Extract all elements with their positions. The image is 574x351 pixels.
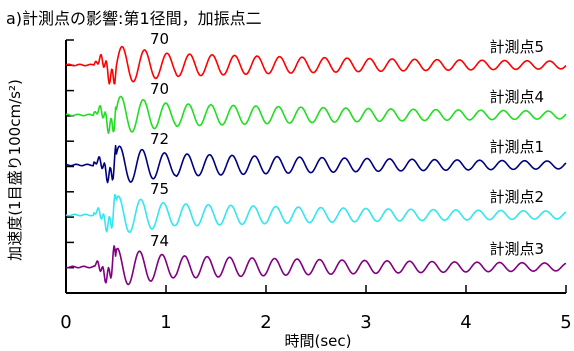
x-tick-label: 0 bbox=[60, 312, 71, 333]
x-tick-label: 3 bbox=[360, 312, 371, 333]
series-line bbox=[65, 193, 567, 234]
peak-value-label: 75 bbox=[150, 180, 169, 198]
series-line bbox=[65, 144, 567, 184]
series-5: 74 計測点3 bbox=[65, 232, 567, 286]
series-line bbox=[65, 245, 567, 286]
series-line bbox=[65, 45, 567, 85]
x-tick-label: 4 bbox=[460, 312, 471, 333]
series-name-label: 計測点5 bbox=[489, 38, 544, 56]
series-name-label: 計測点4 bbox=[489, 88, 544, 106]
series-3: 72 計測点1 bbox=[65, 130, 567, 184]
series-line bbox=[65, 95, 567, 135]
peak-value-label: 72 bbox=[150, 130, 169, 148]
x-axis-title: 時間(sec) bbox=[285, 332, 352, 350]
series-2: 70 計測点4 bbox=[65, 80, 567, 135]
x-axis-ticks: 0 1 2 3 4 5 bbox=[60, 285, 572, 333]
series-layer: 70 計測点5 70 計測点4 72 計測点1 75 計測点2 74 計測点3 bbox=[65, 30, 567, 286]
peak-value-label: 70 bbox=[150, 80, 169, 98]
peak-value-label: 70 bbox=[150, 30, 169, 48]
series-1: 70 計測点5 bbox=[65, 30, 567, 85]
peak-value-label: 74 bbox=[150, 232, 169, 250]
series-name-label: 計測点1 bbox=[489, 138, 544, 156]
series-name-label: 計測点2 bbox=[489, 188, 544, 206]
series-name-label: 計測点3 bbox=[489, 240, 544, 258]
x-tick-label: 1 bbox=[160, 312, 171, 333]
x-tick-label: 2 bbox=[260, 312, 271, 333]
chart-title: a)計測点の影響:第1径間，加振点二 bbox=[6, 9, 262, 28]
series-4: 75 計測点2 bbox=[65, 180, 567, 234]
y-axis-title: 加速度(1目盛り100cm/s²) bbox=[6, 79, 24, 261]
y-axis-ticks bbox=[66, 39, 74, 269]
x-tick-label: 5 bbox=[560, 312, 571, 333]
